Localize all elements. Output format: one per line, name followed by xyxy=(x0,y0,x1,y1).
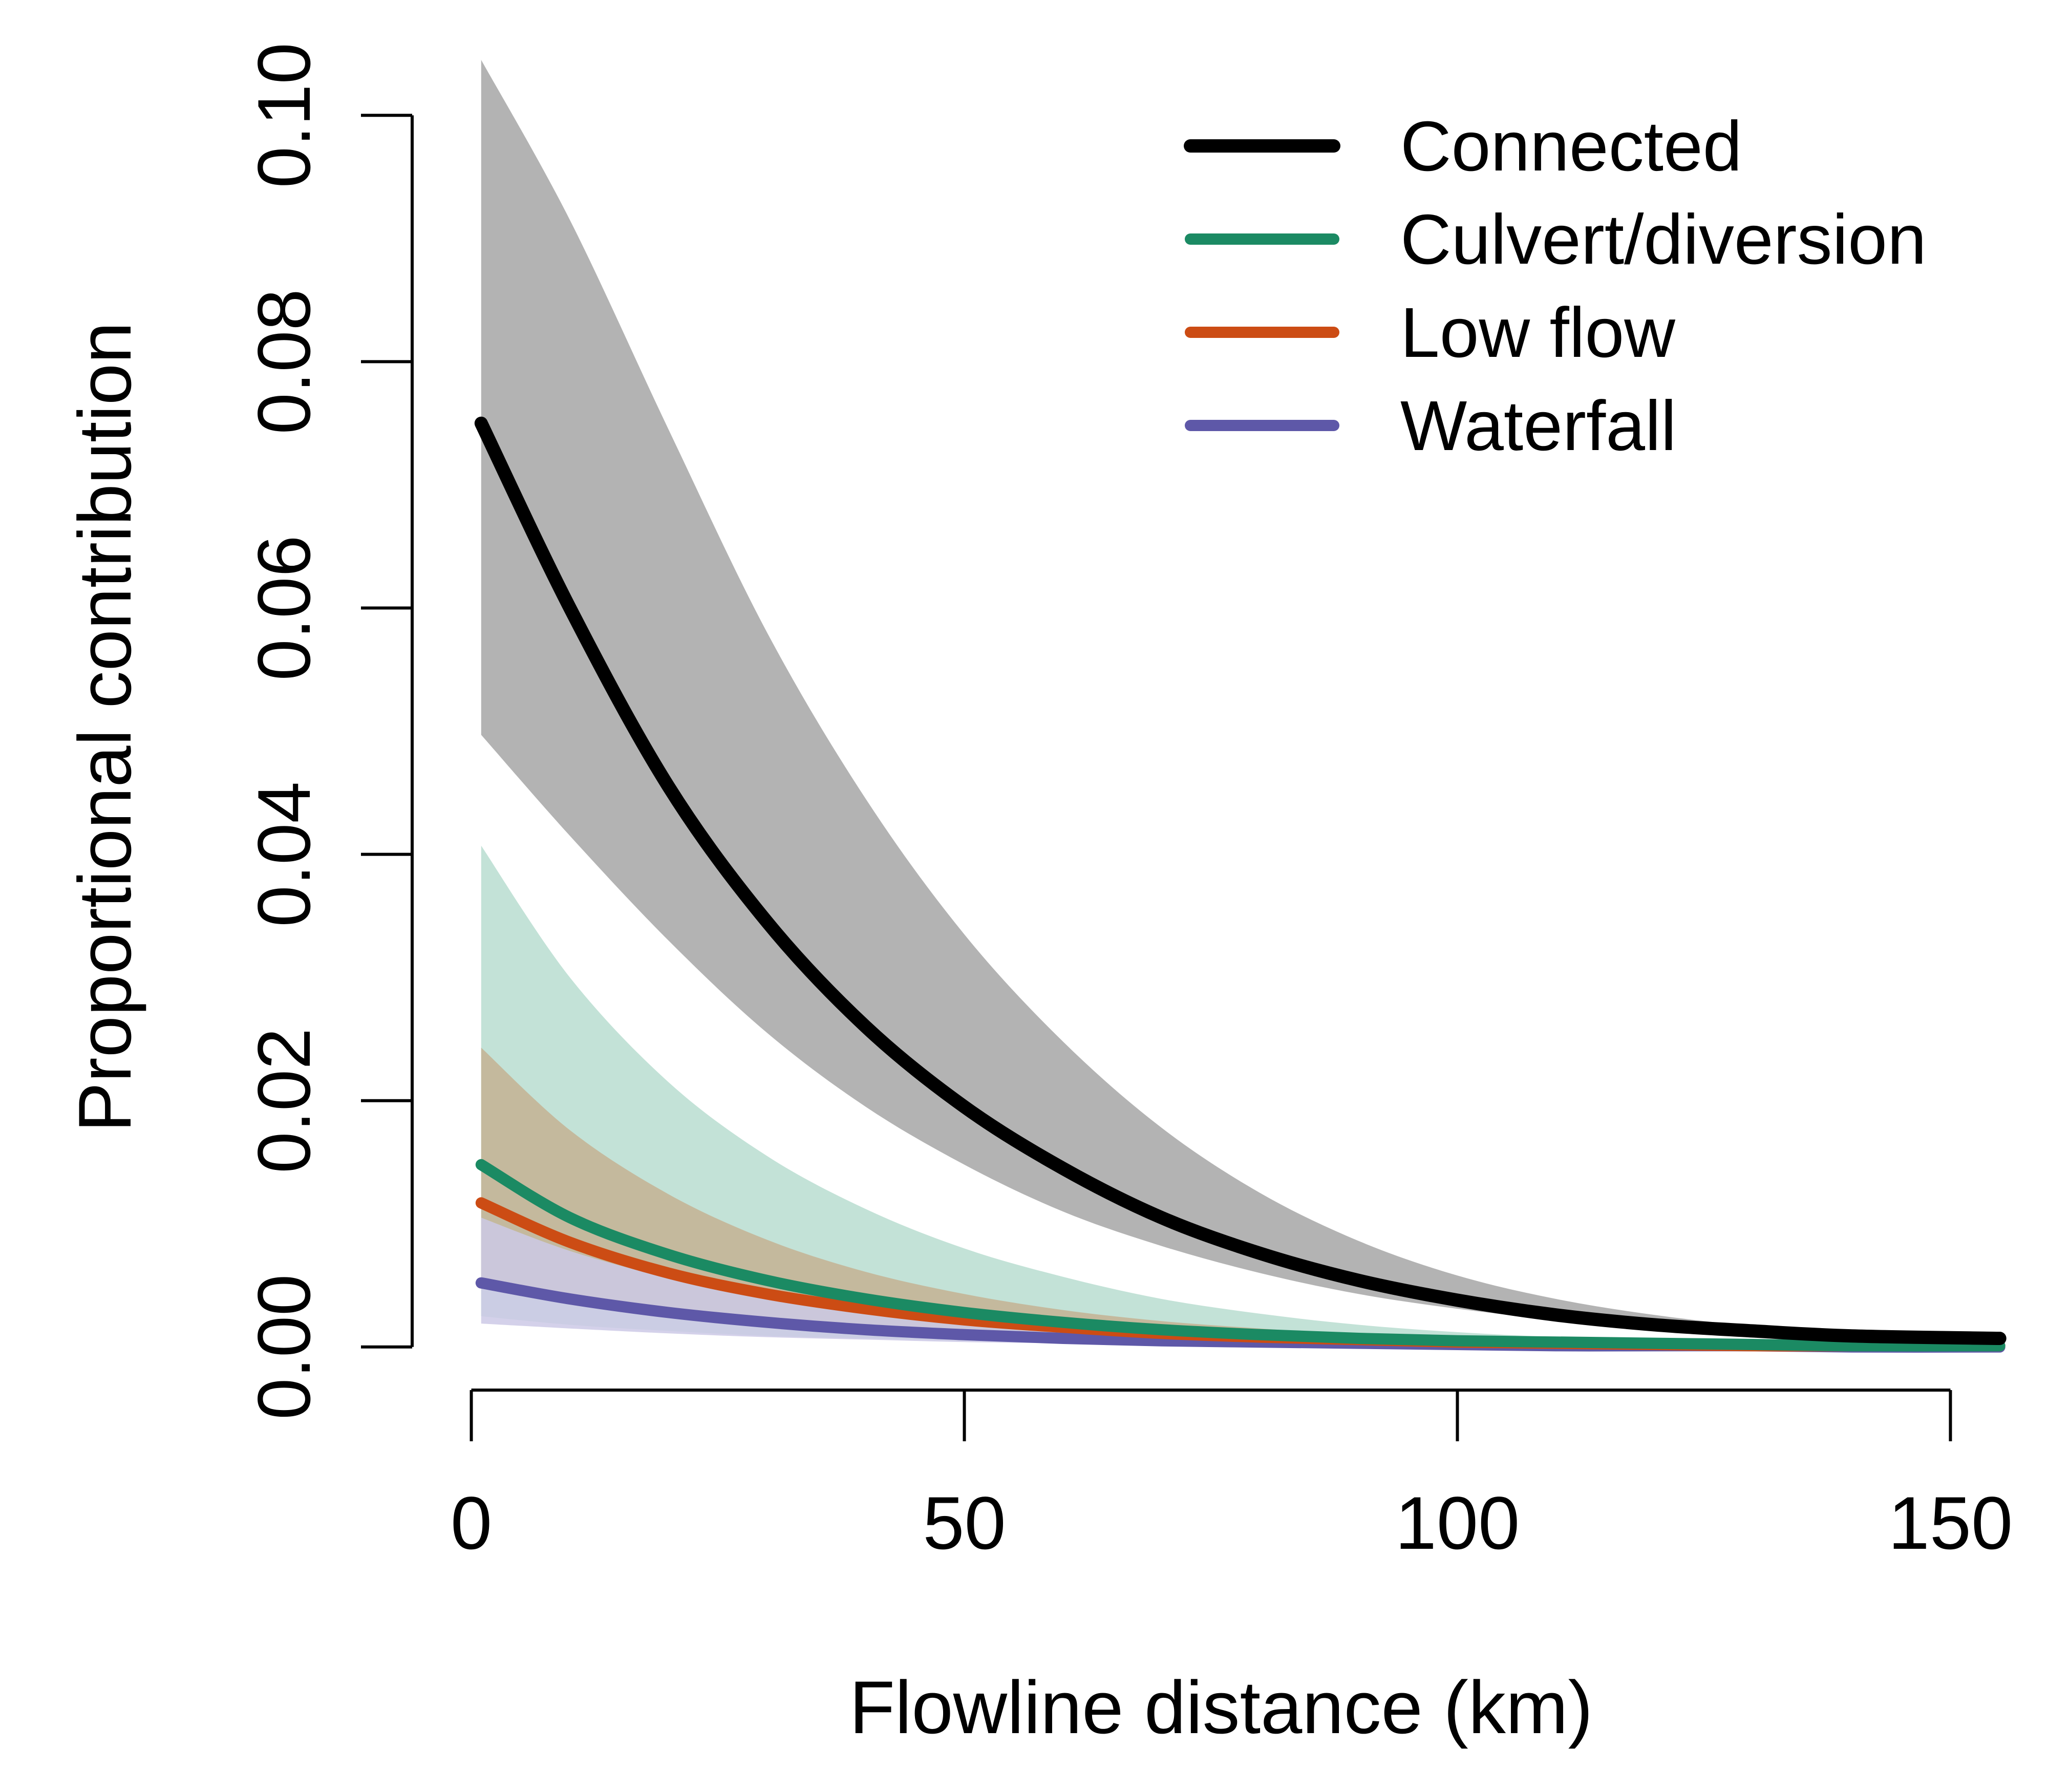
axes: 0 50 100 150 0.00 0.02 0.04 0.06 0.08 0.10 xyxy=(242,42,2013,1565)
line-connected xyxy=(474,416,2007,1345)
line-culvert-diversion xyxy=(475,1159,2006,1352)
band-waterfall xyxy=(481,1218,2000,1347)
y-tick-label: 0.10 xyxy=(242,42,326,188)
legend: Connected Culvert/diversion Low flow Waterf… xyxy=(1184,107,1927,465)
legend-label-culvert-diversion: Culvert/diversion xyxy=(1400,200,1927,279)
y-axis-title: Proportional contribution xyxy=(63,322,146,1133)
band-low-flow xyxy=(481,1048,2000,1347)
legend-label-waterfall: Waterfall xyxy=(1400,387,1676,465)
x-axis-title: Flowline distance (km) xyxy=(849,1666,1593,1749)
y-ticks: 0.00 0.02 0.04 0.06 0.08 0.10 xyxy=(242,42,412,1420)
x-tick-label: 0 xyxy=(451,1481,492,1565)
x-tick-label: 100 xyxy=(1395,1481,1520,1565)
x-tick-label: 50 xyxy=(923,1481,1006,1565)
series-lines xyxy=(474,416,2007,1353)
x-tick-label: 150 xyxy=(1888,1481,2013,1565)
legend-label-low-flow: Low flow xyxy=(1400,293,1675,372)
x-ticks: 0 50 100 150 xyxy=(451,1390,2013,1565)
y-tick-label: 0.02 xyxy=(242,1028,326,1174)
y-tick-label: 0.06 xyxy=(242,535,326,680)
y-tick-label: 0.00 xyxy=(242,1274,326,1420)
band-culvert-diversion xyxy=(481,845,2000,1347)
y-tick-label: 0.04 xyxy=(242,782,326,927)
legend-label-connected: Connected xyxy=(1400,107,1742,186)
y-tick-label: 0.08 xyxy=(242,289,326,434)
